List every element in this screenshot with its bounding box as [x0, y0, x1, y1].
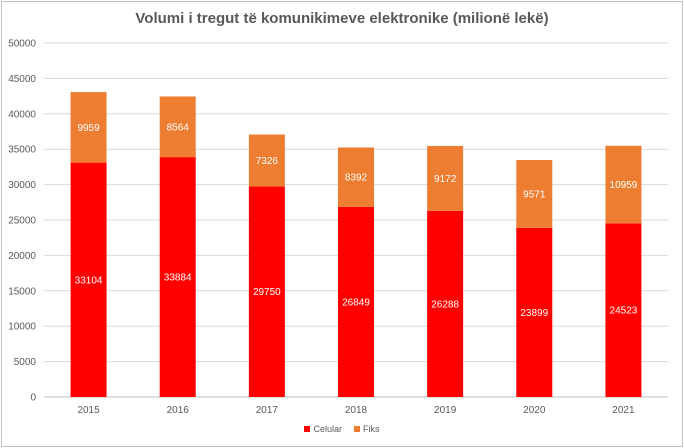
data-label-celular: 26849 [342, 297, 370, 308]
y-tick-label: 40000 [8, 109, 36, 120]
data-label-fiks: 8392 [345, 173, 368, 184]
bars: 33104 9959 33884 8564 29750 7326 26849 8392 2628… [70, 92, 642, 397]
y-axis: 0 5000 10000 15000 20000 25000 30000 35000 40000… [8, 39, 36, 404]
x-tick-label: 2017 [256, 405, 279, 416]
data-label-fiks: 10959 [610, 180, 638, 191]
data-label-fiks: 9172 [434, 174, 457, 185]
data-label-fiks: 7326 [256, 156, 279, 167]
bar-fiks [516, 160, 553, 228]
data-label-celular: 23899 [520, 308, 548, 319]
bar-fiks [427, 145, 464, 211]
y-tick-label: 50000 [8, 39, 36, 50]
bar-fiks [605, 145, 642, 224]
x-tick-label: 2019 [434, 405, 457, 416]
y-tick-label: 5000 [14, 357, 37, 368]
bar-celular [70, 162, 107, 397]
bar-celular [516, 227, 553, 397]
y-tick-label: 15000 [8, 286, 36, 297]
data-label-celular: 26288 [431, 299, 459, 310]
y-tick-label: 0 [30, 393, 36, 404]
y-tick-label: 20000 [8, 251, 36, 262]
bar-celular [248, 186, 285, 397]
data-label-fiks: 9959 [77, 123, 100, 134]
y-tick-label: 45000 [8, 74, 36, 85]
data-label-celular: 29750 [253, 287, 281, 298]
data-label-fiks: 8564 [167, 122, 190, 133]
x-tick-label: 2015 [77, 405, 100, 416]
data-label-fiks: 9571 [523, 189, 546, 200]
x-axis: 2015 2016 2017 2018 2019 2020 2021 [77, 405, 635, 416]
chart-title: Volumi i tregut të komunikimeve elektron… [135, 10, 549, 27]
y-tick-label: 10000 [8, 322, 36, 333]
bar-fiks [159, 96, 196, 158]
x-tick-label: 2018 [345, 405, 368, 416]
legend-swatch-celular [304, 426, 311, 432]
data-label-celular: 24523 [610, 306, 638, 317]
bar-celular [159, 157, 196, 397]
bar-celular [427, 210, 464, 397]
bar-fiks [70, 92, 107, 163]
y-tick-label: 35000 [8, 145, 36, 156]
x-tick-label: 2020 [523, 405, 546, 416]
bar-celular [338, 206, 374, 397]
legend-label-celular: Celular [313, 424, 342, 434]
x-tick-label: 2016 [167, 405, 190, 416]
y-tick-label: 25000 [8, 216, 36, 227]
bar-celular [605, 223, 642, 397]
x-tick-label: 2021 [612, 405, 635, 416]
legend: Celular Fiks [0, 424, 684, 434]
data-label-celular: 33104 [75, 275, 103, 286]
legend-item-celular: Celular [304, 424, 342, 434]
bar-fiks [338, 147, 374, 207]
legend-item-fiks: Fiks [354, 424, 380, 434]
bar-fiks [248, 134, 285, 187]
y-tick-label: 30000 [8, 180, 36, 191]
legend-swatch-fiks [354, 426, 360, 432]
data-label-celular: 33884 [164, 273, 192, 284]
legend-label-fiks: Fiks [363, 424, 380, 434]
